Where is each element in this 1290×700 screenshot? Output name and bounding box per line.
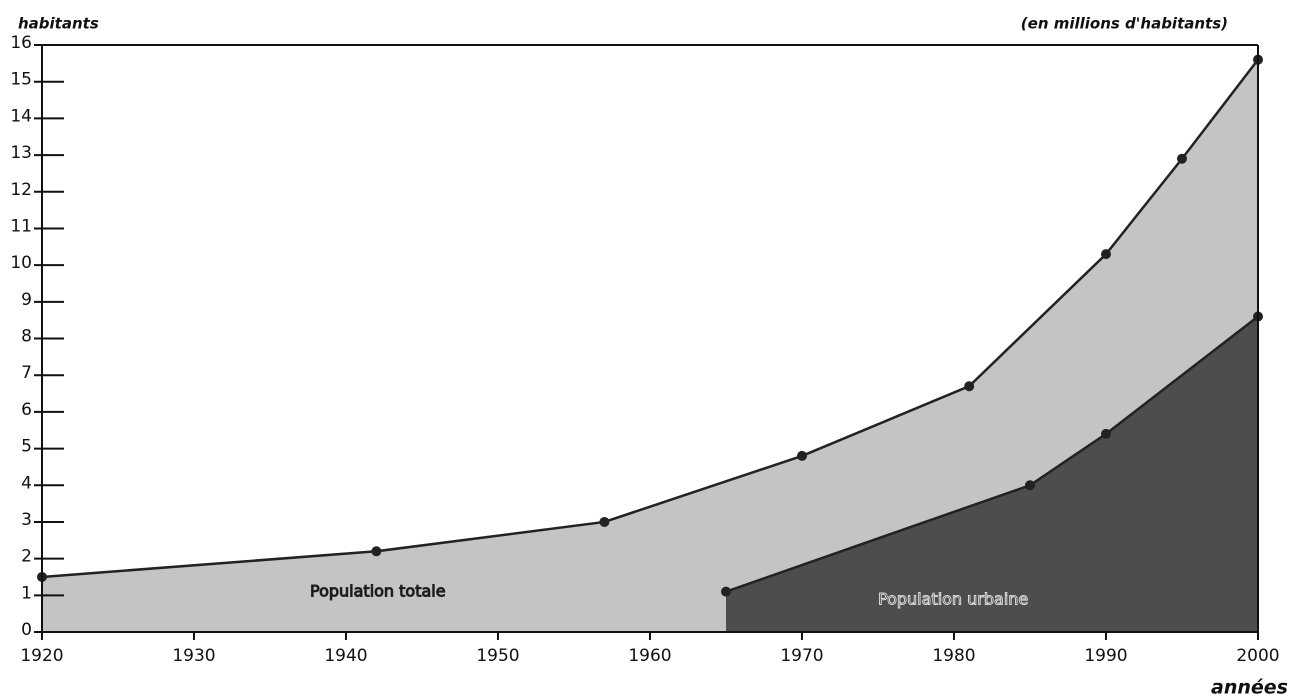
point [797,450,807,461]
area-label: Population totale [310,582,446,601]
y-tick-label: 16 [10,33,32,53]
y-tick-label: 2 [21,547,32,567]
x-tick-label: 1990 [1084,646,1127,666]
point [1177,153,1187,164]
point [964,381,975,392]
x-tick-label: 1950 [476,646,519,666]
x-tick-label: 1920 [20,646,63,666]
point [1101,428,1111,439]
area [42,59,1258,633]
x-tick-label: 1930 [172,646,215,666]
y-tick-label: 3 [21,510,32,530]
x-tick-label: 1980 [932,646,975,666]
y-tick-label: 7 [21,363,32,383]
y-tick-label: 13 [10,143,32,163]
line [725,315,1259,593]
unit-label: (en millions d'habitants) [1021,15,1228,33]
y-tick-label: 10 [10,253,32,273]
line [41,58,1259,579]
y-axis-label: habitants [18,15,99,33]
area [726,316,1258,632]
y-tick-label: 15 [10,70,32,90]
y-tick-label: 1 [21,583,32,603]
point [599,516,610,527]
point [371,546,382,557]
y-tick-label: 4 [21,473,32,493]
point [1025,480,1035,491]
x-axis-label: années [1211,677,1288,699]
y-tick-label: 14 [10,106,32,126]
y-tick-label: 8 [21,327,32,347]
x-tick-label: 2000 [1236,646,1279,666]
point [721,586,731,597]
y-tick-label: 11 [10,216,32,236]
point [1101,249,1111,260]
y-tick-label: 12 [10,180,32,200]
y-tick-label: 0 [21,620,32,640]
area-label: Population urbaine [878,590,1028,609]
x-tick-label: 1960 [628,646,671,666]
y-tick-label: 9 [21,290,32,310]
x-tick-label: 1940 [324,646,367,666]
y-tick-label: 5 [21,437,32,457]
y-tick-label: 6 [21,400,32,420]
x-tick-label: 1970 [780,646,823,666]
